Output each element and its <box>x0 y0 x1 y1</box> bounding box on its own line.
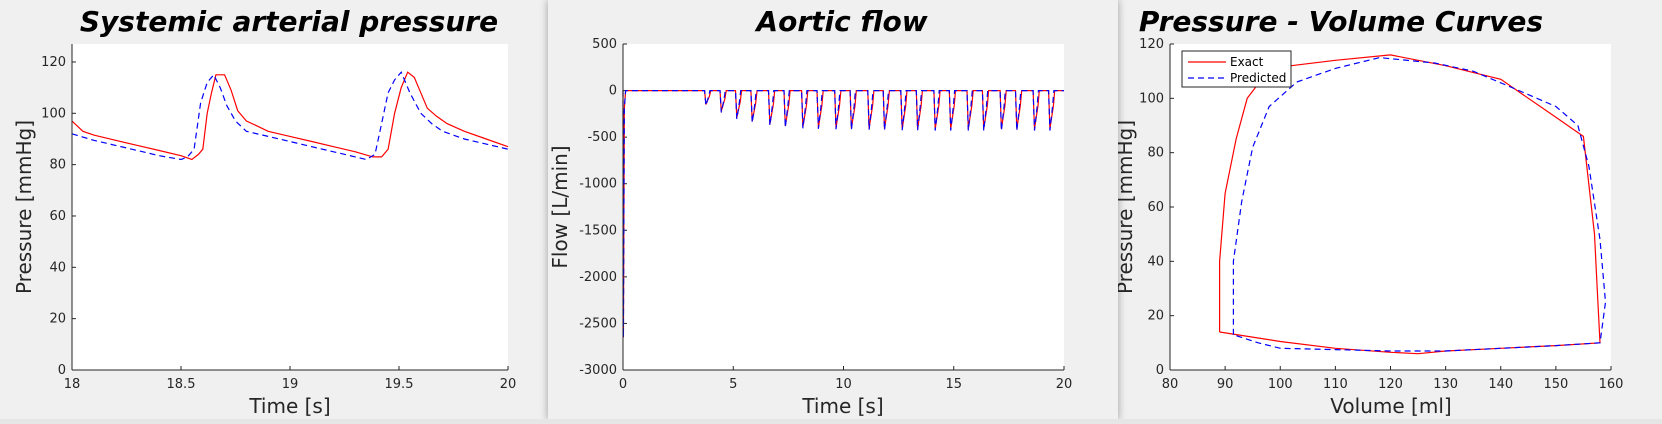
series-group <box>71 71 509 161</box>
y-tick-label: 0 <box>609 84 617 99</box>
chart-title: Aortic flow <box>754 5 927 38</box>
x-tick-label: 100 <box>1268 377 1293 392</box>
x-tick-label: 10 <box>835 377 852 392</box>
plot-area <box>1170 44 1611 370</box>
y-tick-label: 60 <box>49 209 66 224</box>
series-group <box>1218 54 1607 355</box>
x-tick-label: 110 <box>1323 377 1348 392</box>
x-tick-label: 19.5 <box>385 377 414 392</box>
plot-area <box>623 44 1064 370</box>
y-tick-label: 100 <box>41 106 66 121</box>
x-tick-label: 5 <box>729 377 737 392</box>
x-tick-label: 140 <box>1488 377 1513 392</box>
series-line-predicted <box>622 89 1064 338</box>
y-axis-label: Flow [L/min] <box>548 145 572 268</box>
y-tick-label: -2000 <box>579 270 617 285</box>
x-tick-label: 160 <box>1599 377 1624 392</box>
y-tick-label: -3000 <box>579 363 617 378</box>
legend-label-predicted: Predicted <box>1230 71 1286 85</box>
y-tick-label: 20 <box>49 312 66 327</box>
bottom-strip <box>0 419 1662 424</box>
x-tick-label: 0 <box>619 377 627 392</box>
chart-pv-curves: Pressure - Volume Curves 80 90 100 110 120 13… <box>1118 5 1623 418</box>
y-tick-label: 60 <box>1147 200 1164 215</box>
y-tick-label: -2500 <box>579 316 617 331</box>
y-tick-label: 0 <box>1156 363 1164 378</box>
x-tick-label: 130 <box>1433 377 1458 392</box>
series-line-predicted <box>71 71 509 161</box>
chart-aortic-flow: Aortic flow 0 5 10 15 20 -3000 -2500 -2000 -1500… <box>548 5 1072 418</box>
legend: Exact Predicted <box>1181 50 1292 88</box>
tick-group: 80 90 100 110 120 130 140 150 160 0 20 40 60 80 100 120 <box>1139 37 1623 392</box>
y-tick-label: -1000 <box>579 177 617 192</box>
y-axis-label: Pressure [mmHg] <box>12 120 36 294</box>
panel-systemic-pressure: Systemic arterial pressure 18 18.5 19 19.5 2… <box>0 0 548 424</box>
x-tick-label: 20 <box>500 377 517 392</box>
series-line-exact <box>71 71 509 161</box>
x-tick-label: 18.5 <box>167 377 196 392</box>
y-tick-label: 40 <box>49 260 66 275</box>
x-tick-label: 90 <box>1217 377 1234 392</box>
x-axis-label: Time [s] <box>801 394 883 418</box>
x-tick-label: 80 <box>1162 377 1179 392</box>
x-tick-label: 19 <box>282 377 299 392</box>
legend-box <box>1181 50 1292 88</box>
y-tick-label: -500 <box>587 130 617 145</box>
panel-aortic-flow: Aortic flow 0 5 10 15 20 -3000 -2500 -2000 -1500… <box>548 0 1118 420</box>
plot-area <box>72 44 508 370</box>
chart-title: Systemic arterial pressure <box>80 5 498 38</box>
y-axis-label: Pressure [mmHg] <box>1118 120 1137 294</box>
x-tick-label: 120 <box>1378 377 1403 392</box>
x-tick-label: 15 <box>945 377 962 392</box>
x-axis-label: Volume [ml] <box>1330 394 1451 418</box>
y-tick-label: 20 <box>1147 309 1164 324</box>
y-tick-label: 120 <box>1139 37 1164 52</box>
series-line-predicted <box>1232 56 1607 352</box>
y-tick-label: 40 <box>1147 254 1164 269</box>
series-line-exact <box>1218 54 1601 355</box>
chart-title: Pressure - Volume Curves <box>1139 5 1543 38</box>
y-tick-label: 0 <box>58 363 66 378</box>
y-tick-label: -1500 <box>579 223 617 238</box>
y-tick-label: 120 <box>41 55 66 70</box>
y-tick-label: 80 <box>49 158 66 173</box>
x-axis-label: Time [s] <box>248 394 330 418</box>
y-tick-label: 500 <box>592 37 617 52</box>
legend-label-exact: Exact <box>1230 55 1264 69</box>
y-tick-label: 80 <box>1147 146 1164 161</box>
x-tick-label: 18 <box>64 377 81 392</box>
x-tick-label: 20 <box>1056 377 1073 392</box>
y-tick-label: 100 <box>1139 91 1164 106</box>
x-tick-label: 150 <box>1543 377 1568 392</box>
panel-pv-curves: Pressure - Volume Curves 80 90 100 110 120 13… <box>1118 0 1662 424</box>
series-group <box>622 89 1064 338</box>
chart-systemic-pressure: Systemic arterial pressure 18 18.5 19 19.5 2… <box>12 5 516 418</box>
tick-group: 0 5 10 15 20 -3000 -2500 -2000 -1500 -1000 -500 0 50… <box>579 37 1072 392</box>
tick-group: 18 18.5 19 19.5 20 0 20 40 60 80 100 120 <box>41 55 516 392</box>
